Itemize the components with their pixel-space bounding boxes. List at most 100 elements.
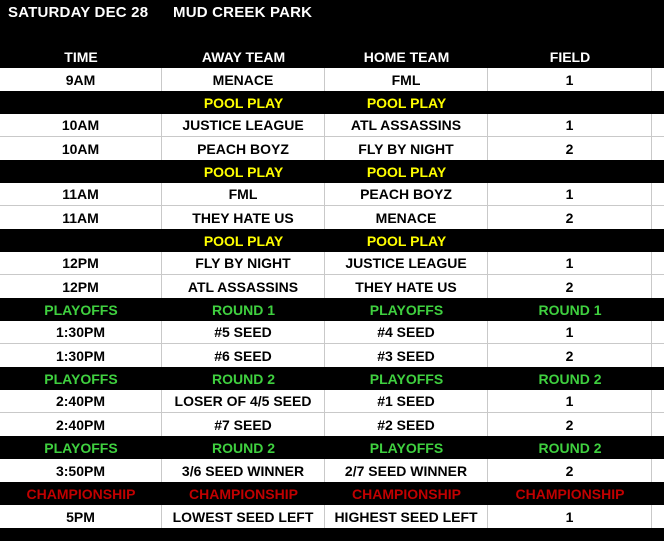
field-cell: 2 <box>488 344 652 367</box>
away-team-cell: ROUND 1 <box>211 301 275 318</box>
pool-banner-row: POOL PLAY POOL PLAY <box>0 160 664 183</box>
home-team-cell: #2 SEED <box>325 413 488 436</box>
field-cell <box>488 91 652 114</box>
away-team-cell: POOL PLAY <box>203 232 284 249</box>
time-cell <box>0 229 162 252</box>
home-team-cell: #3 SEED <box>325 344 488 367</box>
header-margin-cell <box>652 46 664 68</box>
away-team-cell: CHAMPIONSHIP <box>189 485 298 502</box>
margin-cell <box>652 68 664 91</box>
home-team-cell: #4 SEED <box>325 321 488 344</box>
margin-cell <box>652 482 664 505</box>
away-team-cell: JUSTICE LEAGUE <box>162 114 325 137</box>
away-team-cell: LOSER OF 4/5 SEED <box>162 390 325 413</box>
time-cell: PLAYOFFS <box>44 439 118 456</box>
time-cell: 2:40PM <box>0 390 162 413</box>
away-team-cell: PEACH BOYZ <box>162 137 325 160</box>
away-team-cell: ROUND 2 <box>211 439 275 456</box>
field-cell: 2 <box>488 137 652 160</box>
home-team-cell: HIGHEST SEED LEFT <box>325 505 488 528</box>
field-cell: 2 <box>488 275 652 298</box>
playoffs-banner-row: PLAYOFFS ROUND 1 PLAYOFFS ROUND 1 <box>0 298 664 321</box>
margin-cell <box>652 344 664 367</box>
margin-cell <box>652 505 664 528</box>
time-cell: PLAYOFFS <box>44 370 118 387</box>
field-cell: ROUND 2 <box>538 439 602 456</box>
home-team-cell: 2/7 SEED WINNER <box>325 459 488 482</box>
game-row: 2:40PM LOSER OF 4/5 SEED #1 SEED 1 <box>0 390 664 413</box>
game-row: 10AM PEACH BOYZ FLY BY NIGHT 2 <box>0 137 664 160</box>
time-cell: 11AM <box>0 206 162 229</box>
away-team-cell: 3/6 SEED WINNER <box>162 459 325 482</box>
away-team-cell: #5 SEED <box>162 321 325 344</box>
margin-cell <box>652 114 664 137</box>
away-team-cell: ROUND 2 <box>211 370 275 387</box>
column-header-home-team: HOME TEAM <box>363 49 450 65</box>
field-cell <box>488 229 652 252</box>
time-cell: 10AM <box>0 137 162 160</box>
field-cell: 1 <box>488 390 652 413</box>
field-cell: 1 <box>488 114 652 137</box>
game-row: 3:50PM 3/6 SEED WINNER 2/7 SEED WINNER 2 <box>0 459 664 482</box>
field-cell: 1 <box>488 505 652 528</box>
home-team-cell: POOL PLAY <box>366 232 447 249</box>
time-cell <box>0 91 162 114</box>
margin-cell <box>652 229 664 252</box>
time-cell: 1:30PM <box>0 321 162 344</box>
time-cell: 12PM <box>0 275 162 298</box>
field-cell: CHAMPIONSHIP <box>515 485 625 502</box>
column-header-time: TIME <box>64 49 98 65</box>
home-team-cell: POOL PLAY <box>366 163 447 180</box>
away-team-cell: #6 SEED <box>162 344 325 367</box>
home-team-cell: ATL ASSASSINS <box>325 114 488 137</box>
home-team-cell: THEY HATE US <box>325 275 488 298</box>
field-cell: 1 <box>488 252 652 275</box>
margin-cell <box>652 183 664 206</box>
time-cell: 2:40PM <box>0 413 162 436</box>
time-cell: 3:50PM <box>0 459 162 482</box>
game-row: 12PM FLY BY NIGHT JUSTICE LEAGUE 1 <box>0 252 664 275</box>
pool-banner-row: POOL PLAY POOL PLAY <box>0 91 664 114</box>
field-cell <box>488 160 652 183</box>
game-row: 10AM JUSTICE LEAGUE ATL ASSASSINS 1 <box>0 114 664 137</box>
time-cell: 5PM <box>0 505 162 528</box>
game-row: 5PM LOWEST SEED LEFT HIGHEST SEED LEFT 1 <box>0 505 664 528</box>
margin-cell <box>652 160 664 183</box>
schedule-rows: 9AM MENACE FML 1 POOL PLAY POOL PLAY 10AM JUSTI… <box>0 68 664 528</box>
time-cell: 9AM <box>0 68 162 91</box>
margin-cell <box>652 298 664 321</box>
time-cell: 12PM <box>0 252 162 275</box>
field-cell: 1 <box>488 321 652 344</box>
column-header-field: FIELD <box>549 49 591 65</box>
home-team-cell: FML <box>325 68 488 91</box>
field-cell: ROUND 1 <box>538 301 602 318</box>
margin-cell <box>652 367 664 390</box>
home-team-cell: PLAYOFFS <box>369 370 444 387</box>
game-row: 11AM FML PEACH BOYZ 1 <box>0 183 664 206</box>
table-header-row: TIME AWAY TEAM HOME TEAM FIELD <box>0 46 664 68</box>
game-row: 12PM ATL ASSASSINS THEY HATE US 2 <box>0 275 664 298</box>
game-row: 9AM MENACE FML 1 <box>0 68 664 91</box>
field-cell: 1 <box>488 183 652 206</box>
away-team-cell: THEY HATE US <box>162 206 325 229</box>
footer-strip <box>0 528 664 541</box>
time-cell: 1:30PM <box>0 344 162 367</box>
park-name: MUD CREEK PARK <box>173 4 313 21</box>
home-team-cell: FLY BY NIGHT <box>325 137 488 160</box>
title-bar: SATURDAY DEC 28 MUD CREEK PARK <box>0 0 664 46</box>
home-team-cell: CHAMPIONSHIP <box>352 485 461 502</box>
home-team-cell: PLAYOFFS <box>369 439 444 456</box>
margin-cell <box>652 252 664 275</box>
field-cell: 2 <box>488 413 652 436</box>
home-team-cell: MENACE <box>325 206 488 229</box>
away-team-cell: LOWEST SEED LEFT <box>162 505 325 528</box>
playoffs-banner-row: PLAYOFFS ROUND 2 PLAYOFFS ROUND 2 <box>0 436 664 459</box>
away-team-cell: ATL ASSASSINS <box>162 275 325 298</box>
time-cell: 10AM <box>0 114 162 137</box>
field-cell: 1 <box>488 68 652 91</box>
field-cell: 2 <box>488 206 652 229</box>
margin-cell <box>652 206 664 229</box>
schedule-date: SATURDAY DEC 28 <box>8 4 149 21</box>
margin-cell <box>652 390 664 413</box>
